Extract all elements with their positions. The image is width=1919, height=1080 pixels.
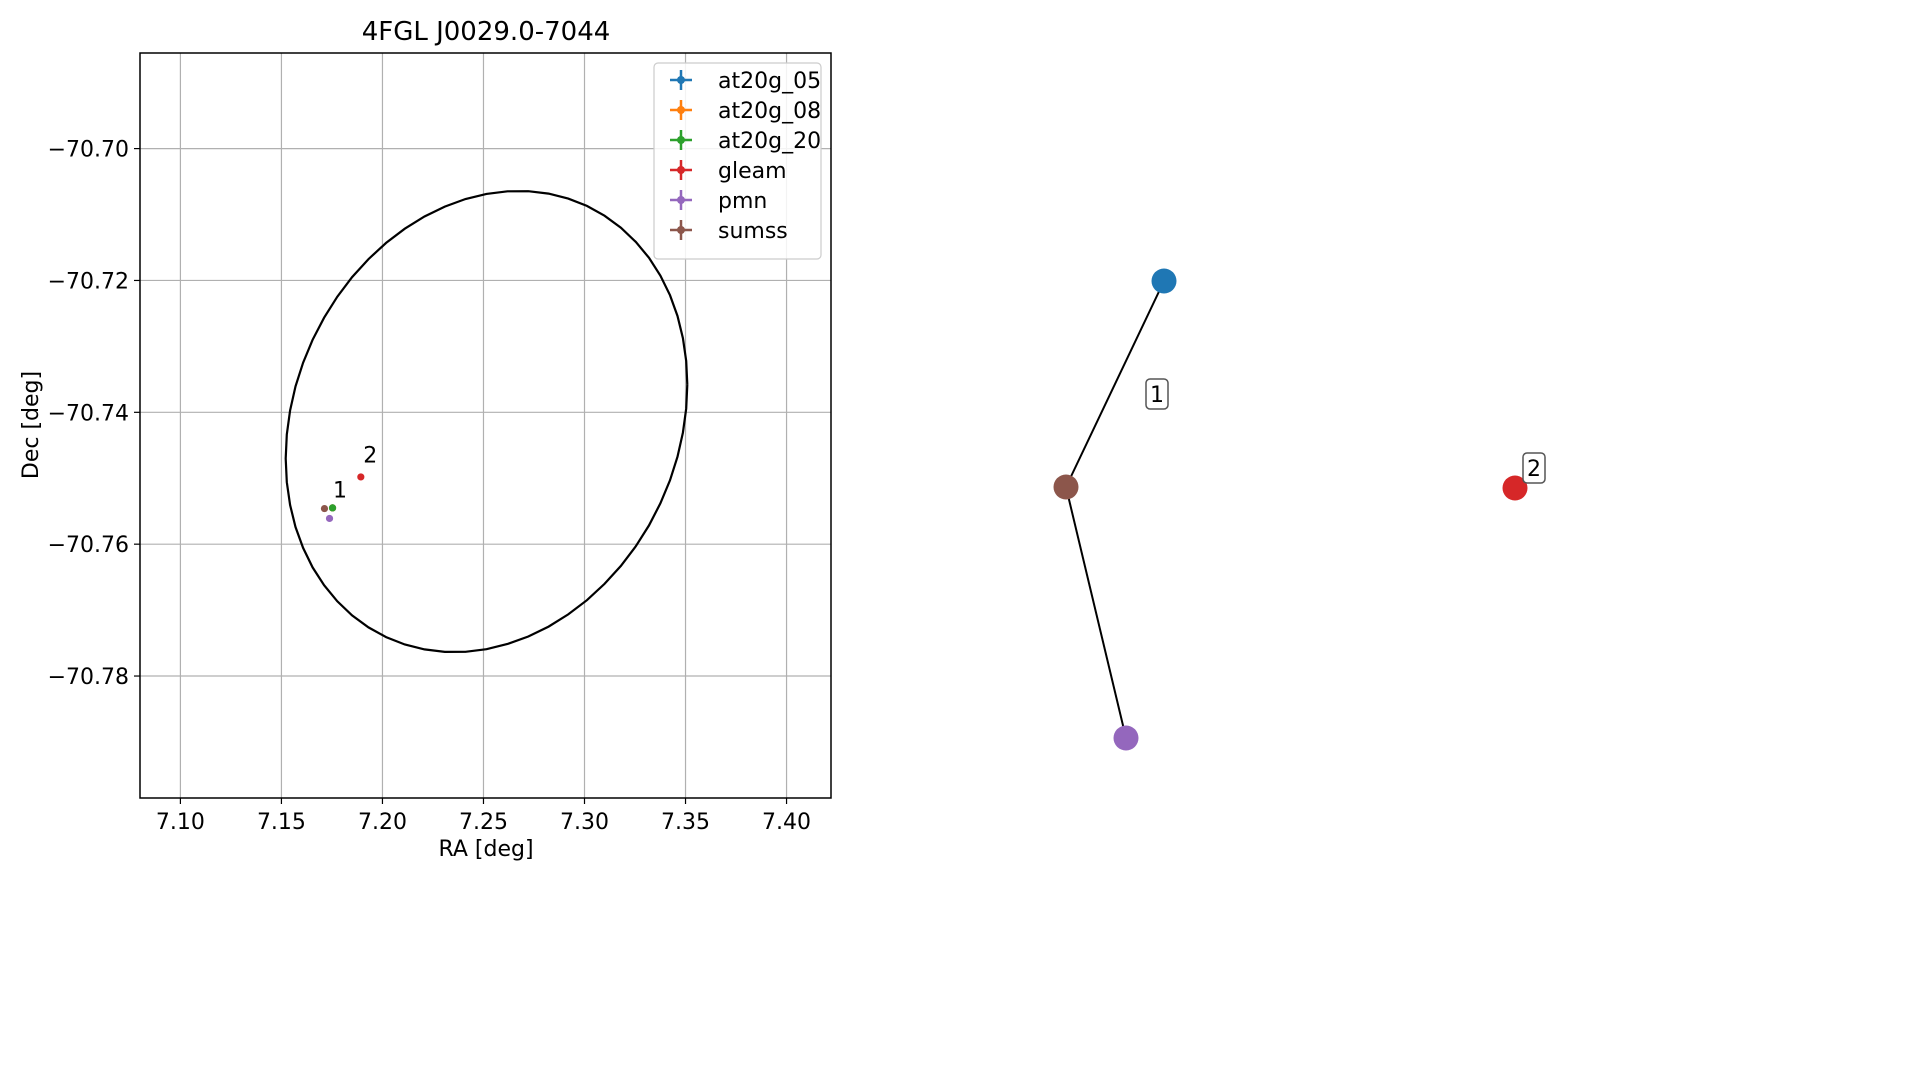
point-gleam	[357, 473, 365, 481]
x-tick-label: 7.20	[358, 810, 407, 835]
y-tick-label: −70.70	[48, 138, 129, 163]
x-tick-label: 7.30	[560, 810, 609, 835]
graph-edge	[1065, 486, 1127, 739]
legend-frame	[653, 62, 822, 260]
legend-label-at20g_05: at20g_05	[718, 69, 821, 94]
legend-label-sumss: sumss	[718, 219, 788, 244]
graph-label-box	[1145, 378, 1169, 410]
plot-frame	[139, 52, 832, 799]
error-ellipse	[284, 190, 689, 654]
y-tick-label: −70.76	[48, 533, 129, 558]
graph-label-box	[1522, 452, 1546, 484]
match-annotation-1: 1	[333, 478, 347, 503]
match-graph: 12	[1053, 268, 1546, 751]
point-sumss	[320, 504, 329, 513]
legend-marker-at20g_08	[677, 106, 685, 114]
legend-label-at20g_08: at20g_08	[718, 99, 821, 124]
graph-node-pmn	[1113, 725, 1139, 751]
error-ellipse-layer	[284, 190, 689, 654]
graph-label-1: 1	[1150, 383, 1164, 408]
legend-label-pmn: pmn	[718, 189, 767, 214]
x-axis-label: RA [deg]	[438, 837, 533, 862]
annotation-layer: 12	[333, 443, 377, 503]
legend-marker-gleam	[677, 166, 685, 174]
graph-edge	[1065, 280, 1165, 488]
legend-label-at20g_20: at20g_20	[718, 129, 821, 154]
y-axis-label: Dec [deg]	[19, 371, 44, 479]
x-tick-label: 7.10	[156, 810, 205, 835]
legend-marker-at20g_05	[677, 76, 685, 84]
points-layer	[320, 473, 365, 523]
point-pmn	[325, 514, 334, 523]
graph-label-2: 2	[1527, 457, 1541, 482]
legend-marker-pmn	[677, 196, 685, 204]
y-tick-label: −70.78	[48, 665, 129, 690]
graph-node-at20g	[1151, 268, 1177, 294]
legend-marker-at20g_20	[677, 136, 685, 144]
x-tick-label: 7.35	[661, 810, 710, 835]
chart-title: 4FGL J0029.0-7044	[362, 17, 611, 47]
x-tick-label: 7.40	[762, 810, 811, 835]
point-at20g_20	[328, 504, 337, 512]
graph-node-gleam	[1502, 475, 1528, 501]
match-annotation-2: 2	[363, 443, 377, 468]
legend-label-gleam: gleam	[718, 159, 787, 184]
y-ticks: −70.70 −70.72 −70.74 −70.76 −70.78	[48, 138, 140, 690]
y-tick-label: −70.72	[48, 269, 129, 294]
graph-node-sumss	[1053, 474, 1079, 500]
legend-marker-sumss	[677, 226, 685, 234]
x-ticks: 7.10 7.15 7.20 7.25 7.30 7.35 7.40	[156, 798, 811, 835]
x-tick-label: 7.15	[257, 810, 306, 835]
y-tick-label: −70.74	[48, 401, 129, 426]
x-tick-label: 7.25	[459, 810, 508, 835]
sky-position-plot: 4FGL J0029.0-7044 12 7.10 7.15 7.20 7.25 7.3…	[19, 17, 832, 862]
